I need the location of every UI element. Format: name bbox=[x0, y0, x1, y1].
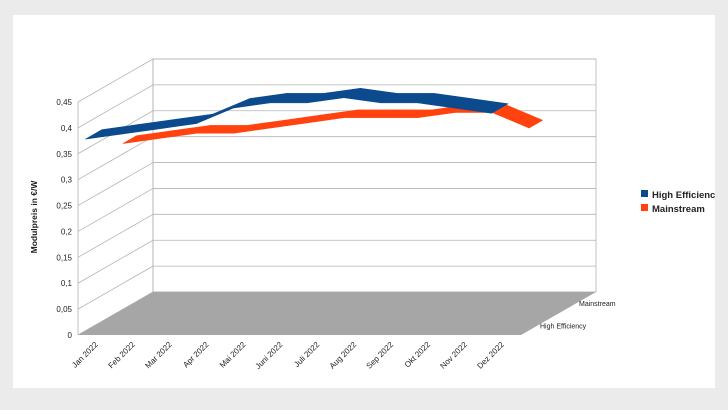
ribbon-segment-high-efficiency bbox=[454, 98, 509, 114]
x-tick-labels: Jan 2022 Feb 2022 Mar 2022 Apr 2022 Mai 2022… bbox=[70, 340, 506, 371]
y-tick-label: 0,3 bbox=[61, 176, 73, 185]
x-tick-label: Apr 2022 bbox=[181, 340, 211, 370]
x-tick-label: Aug 2022 bbox=[328, 340, 359, 371]
gridline-side bbox=[77, 265, 154, 310]
depth-labels: Mainstream High Efficiency bbox=[540, 301, 616, 330]
x-tick-label: Juli 2022 bbox=[292, 340, 321, 369]
x-tick-label: Feb 2022 bbox=[107, 340, 138, 371]
x-tick-label: Okt 2022 bbox=[403, 340, 433, 370]
x-tick-label: Juni 2022 bbox=[254, 340, 285, 371]
y-tick-label: 0,05 bbox=[56, 305, 72, 314]
depth-label: Mainstream bbox=[579, 301, 616, 308]
floor bbox=[78, 292, 596, 335]
x-tick-label: Nov 2022 bbox=[438, 340, 469, 371]
y-tick-label: 0,4 bbox=[61, 124, 73, 133]
chart-svg: 0 0,05 0,1 0,15 0,2 0,25 0,3 0,35 0,4 0,45 Jan 20… bbox=[29, 58, 715, 371]
y-tick-label: 0,25 bbox=[56, 202, 72, 211]
x-tick-label: Sep 2022 bbox=[365, 340, 396, 371]
gridline-side bbox=[77, 58, 154, 103]
legend-label: Mainstream bbox=[652, 204, 705, 215]
y-tick-labels: 0 0,05 0,1 0,15 0,2 0,25 0,3 0,35 0,4 0,45 bbox=[56, 98, 72, 340]
gridline-side bbox=[77, 162, 154, 206]
legend-swatch bbox=[641, 204, 648, 211]
y-tick-label: 0,1 bbox=[61, 279, 73, 288]
y-tick-label: 0 bbox=[68, 331, 73, 340]
floor-panel bbox=[78, 292, 596, 335]
legend: High Efficiency Mainstream bbox=[641, 190, 715, 215]
x-tick-label: Jan 2022 bbox=[70, 340, 100, 370]
y-tick-label: 0,35 bbox=[56, 150, 72, 159]
series-ribbons bbox=[85, 87, 543, 144]
x-tick-label: Mai 2022 bbox=[218, 340, 248, 370]
y-tick-label: 0,45 bbox=[56, 98, 72, 107]
x-tick-label: Dez 2022 bbox=[475, 340, 506, 371]
gridline-side bbox=[77, 213, 154, 258]
gridline-side bbox=[77, 84, 154, 129]
gridline-side bbox=[77, 188, 154, 232]
legend-swatch bbox=[641, 190, 648, 197]
chart-frame: 0 0,05 0,1 0,15 0,2 0,25 0,3 0,35 0,4 0,45 Jan 20… bbox=[13, 15, 715, 388]
gridline-side bbox=[77, 136, 154, 181]
legend-label: High Efficiency bbox=[652, 190, 715, 201]
gridline-side bbox=[77, 239, 154, 284]
y-tick-label: 0,15 bbox=[56, 253, 72, 262]
y-tick-label: 0,2 bbox=[61, 227, 73, 236]
depth-label: High Efficiency bbox=[540, 323, 587, 330]
x-tick-label: Mar 2022 bbox=[143, 340, 174, 371]
y-axis-label: Modulpreis in €/W bbox=[29, 180, 39, 254]
